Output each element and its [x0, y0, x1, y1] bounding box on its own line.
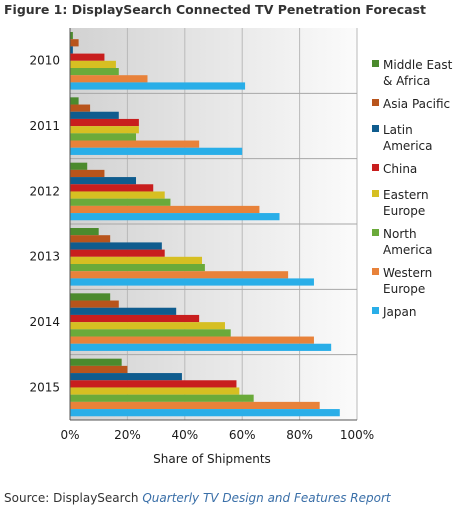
bar-middle-east-africa: [70, 97, 79, 105]
legend-label-latin-america: America: [383, 139, 433, 153]
bar-latin-america: [70, 177, 137, 185]
bar-asia-pacific: [70, 104, 91, 112]
legend-swatch-china: [372, 164, 379, 171]
legend-swatch-asia-pacific: [372, 99, 379, 106]
bar-north-america: [70, 198, 171, 206]
legend: Middle East & Africa Asia Pacific Latin Amer…: [372, 58, 453, 319]
x-axis-title: Share of Shipments: [153, 452, 271, 466]
legend-label-middle-east-africa: Middle East: [383, 58, 453, 72]
legend-label-north-america: North: [383, 227, 417, 241]
legend-swatch-japan: [372, 307, 379, 314]
y-tick-label: 2014: [29, 315, 60, 329]
bar-china: [70, 118, 139, 127]
x-tick-label: 40%: [171, 428, 198, 442]
y-tick-label: 2012: [29, 184, 60, 198]
bar-north-america: [70, 329, 231, 337]
bar-western-europe: [70, 75, 148, 83]
bar-middle-east-africa: [70, 293, 111, 301]
figure-title: Figure 1: DisplaySearch Connected TV Pen…: [4, 2, 426, 17]
legend-swatch-latin-america: [372, 125, 379, 132]
bar-asia-pacific: [70, 235, 111, 243]
y-tick-label: 2015: [29, 380, 60, 394]
bar-western-europe: [70, 336, 314, 344]
bar-latin-america: [70, 242, 162, 250]
bar-western-europe: [70, 401, 320, 410]
x-tick-label: 100%: [340, 428, 374, 442]
bar-north-america: [70, 133, 137, 141]
bar-eastern-europe: [70, 387, 240, 395]
bar-asia-pacific: [70, 300, 119, 308]
bar-eastern-europe: [70, 191, 165, 199]
bar-western-europe: [70, 140, 200, 148]
bar-asia-pacific: [70, 365, 128, 374]
y-tick-label: 2010: [29, 54, 60, 68]
legend-label-north-america: America: [383, 243, 433, 257]
legend-swatch-eastern-europe: [372, 190, 379, 197]
source-report: Quarterly TV Design and Features Report: [142, 491, 392, 505]
bar-latin-america: [70, 111, 119, 119]
bar-middle-east-africa: [70, 32, 73, 40]
bar-china: [70, 53, 105, 61]
legend-label-western-europe: Europe: [383, 282, 425, 296]
bar-eastern-europe: [70, 322, 225, 330]
x-tick-label: 20%: [114, 428, 141, 442]
bar-china: [70, 380, 237, 388]
bar-china: [70, 184, 154, 192]
bar-latin-america: [70, 373, 182, 381]
x-tick-label: 0%: [60, 428, 79, 442]
x-tick-label: 60%: [229, 428, 256, 442]
legend-swatch-middle-east-africa: [372, 60, 379, 67]
legend-swatch-western-europe: [372, 268, 379, 275]
bar-japan: [70, 213, 280, 221]
bar-china: [70, 314, 200, 323]
bar-eastern-europe: [70, 126, 139, 134]
legend-label-japan: Japan: [382, 305, 416, 319]
source-note: Source: DisplaySearch Quarterly TV Desig…: [4, 491, 392, 505]
bar-eastern-europe: [70, 60, 116, 68]
bar-japan: [70, 147, 243, 155]
bar-north-america: [70, 68, 119, 76]
bar-japan: [70, 278, 314, 286]
bar-north-america: [70, 394, 254, 402]
y-tick-label: 2011: [29, 119, 60, 133]
legend-label-asia-pacific: Asia Pacific: [383, 97, 450, 111]
bar-middle-east-africa: [70, 162, 88, 170]
bar-japan: [70, 82, 246, 90]
bar-japan: [70, 343, 332, 351]
x-tick-label: 80%: [286, 428, 313, 442]
legend-label-eastern-europe: Eastern: [383, 188, 429, 202]
legend-label-middle-east-africa: & Africa: [383, 74, 430, 88]
bar-latin-america: [70, 307, 177, 315]
bar-middle-east-africa: [70, 228, 99, 236]
legend-label-western-europe: Western: [383, 266, 432, 280]
bar-western-europe: [70, 271, 289, 279]
y-tick-label: 2013: [29, 250, 60, 264]
bar-western-europe: [70, 205, 260, 214]
bar-middle-east-africa: [70, 358, 122, 366]
legend-label-china: China: [383, 162, 417, 176]
bar-eastern-europe: [70, 256, 203, 264]
legend-label-eastern-europe: Europe: [383, 204, 425, 218]
bar-japan: [70, 409, 340, 417]
bar-asia-pacific: [70, 169, 105, 178]
bar-asia-pacific: [70, 39, 79, 47]
legend-label-latin-america: Latin: [383, 123, 413, 137]
legend-swatch-north-america: [372, 229, 379, 236]
bar-north-america: [70, 264, 205, 272]
source-prefix: Source: DisplaySearch: [4, 491, 142, 505]
bar-latin-america: [70, 46, 73, 54]
bar-china: [70, 249, 165, 257]
